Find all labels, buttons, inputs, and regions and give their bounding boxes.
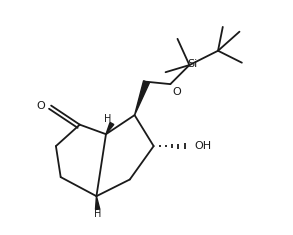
Text: H: H — [94, 209, 101, 219]
Text: H: H — [104, 114, 112, 124]
Text: OH: OH — [194, 141, 211, 151]
Polygon shape — [134, 81, 149, 115]
Polygon shape — [96, 196, 100, 209]
Text: Si: Si — [187, 59, 197, 69]
Polygon shape — [106, 122, 114, 134]
Text: O: O — [36, 101, 45, 111]
Text: O: O — [172, 87, 181, 98]
